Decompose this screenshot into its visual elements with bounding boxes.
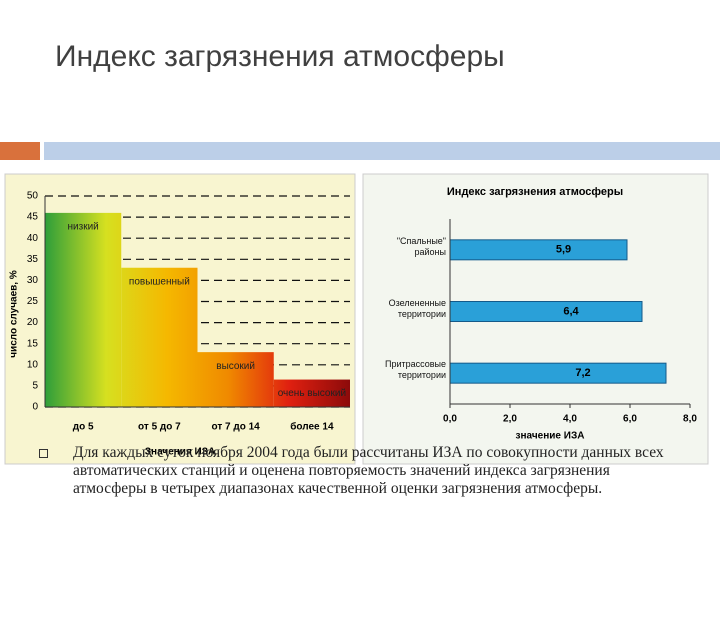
y-tick-label: 0 xyxy=(32,402,38,413)
y-tick-label: 15 xyxy=(27,338,39,349)
bar xyxy=(449,301,643,322)
bar xyxy=(273,379,350,407)
charts: 0 5 10 15 20 25 30 35 40 45 50 низкий до 5 повышенный… xyxy=(0,142,720,465)
chart-title: Индекс загрязнения атмосферы xyxy=(447,186,623,198)
x-tick-label: 8,0 xyxy=(683,414,697,425)
x-tick-label: 6,0 xyxy=(623,414,637,425)
value-label: 5,9 xyxy=(556,244,571,256)
bar-label: повышенный xyxy=(129,276,190,287)
bar xyxy=(449,239,628,261)
bar-label: очень высокий xyxy=(278,388,346,399)
slide: Индекс загрязнения атмосферы 0 5 10 15 20 25 3… xyxy=(0,40,720,497)
bar xyxy=(197,352,274,407)
x-tick-label: от 5 до 7 xyxy=(138,422,181,433)
bar-label: низкий xyxy=(68,222,99,233)
header-band xyxy=(44,142,720,160)
y-tick-label: Притрассовые территории xyxy=(385,359,446,381)
x-tick-label: до 5 xyxy=(73,422,94,433)
x-tick-label: 0,0 xyxy=(443,414,457,425)
x-tick-label: более 14 xyxy=(290,421,334,433)
y-tick-label: 30 xyxy=(27,275,39,286)
y-axis-label: число случаев, % xyxy=(9,270,20,358)
x-tick-label: от 7 до 14 xyxy=(212,422,261,433)
x-tick-label: 4,0 xyxy=(563,414,577,425)
bullet-text: Для каждых суток ноября 2004 года были р… xyxy=(73,444,664,497)
category-label-box: Озелененные территории xyxy=(388,297,446,319)
bullet-marker xyxy=(39,449,48,458)
x-axis-label: значение ИЗА xyxy=(516,431,585,442)
x-tick-label: 2,0 xyxy=(503,414,517,425)
bar-label: высокий xyxy=(216,361,255,372)
y-tick-label: 10 xyxy=(27,359,39,370)
value-label: 6,4 xyxy=(563,305,579,317)
y-tick-label: 40 xyxy=(27,233,39,244)
x-axis-label: Значения ИЗА xyxy=(145,447,215,458)
y-tick-label: "Спальные" районы xyxy=(396,235,446,257)
bar xyxy=(121,267,198,407)
category-label-box: "Спальные" районы xyxy=(396,235,446,257)
accent xyxy=(0,142,40,160)
y-tick-label: 45 xyxy=(27,212,39,223)
category-label-box: Притрассовые территории xyxy=(385,359,446,381)
y-tick-label: Озелененные территории xyxy=(388,297,446,319)
slide-title: Индекс загрязнения атмосферы xyxy=(55,40,505,73)
value-label: 7,2 xyxy=(575,367,590,379)
y-tick-label: 50 xyxy=(27,191,39,202)
bar xyxy=(45,212,122,407)
bar xyxy=(449,362,667,384)
y-tick-label: 5 xyxy=(32,381,38,392)
y-tick-label: 35 xyxy=(27,254,39,265)
y-tick-label: 25 xyxy=(27,296,39,307)
y-tick-label: 20 xyxy=(27,317,39,328)
